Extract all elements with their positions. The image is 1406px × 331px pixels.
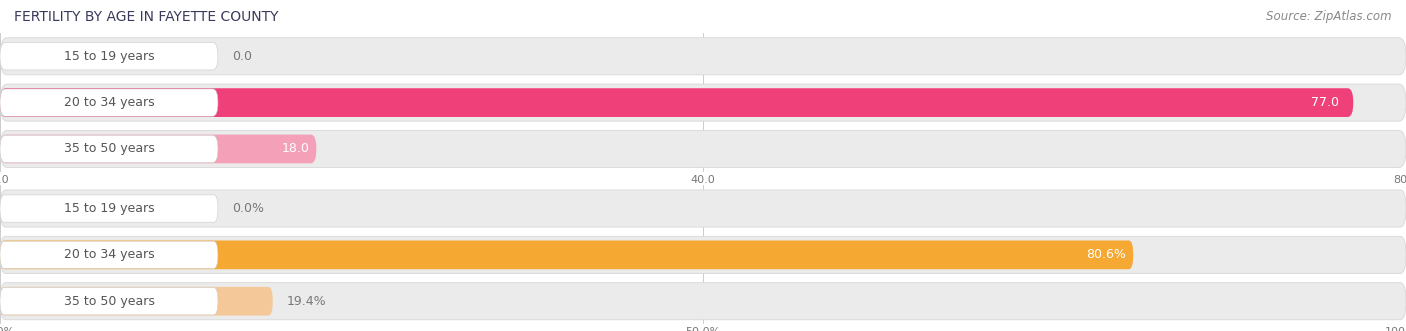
Text: 19.4%: 19.4% [287, 295, 326, 308]
FancyBboxPatch shape [0, 89, 218, 116]
FancyBboxPatch shape [0, 135, 316, 163]
Text: Source: ZipAtlas.com: Source: ZipAtlas.com [1267, 10, 1392, 23]
FancyBboxPatch shape [0, 287, 273, 315]
FancyBboxPatch shape [0, 43, 218, 70]
Text: 20 to 34 years: 20 to 34 years [63, 96, 155, 109]
Text: 35 to 50 years: 35 to 50 years [63, 142, 155, 156]
Text: FERTILITY BY AGE IN FAYETTE COUNTY: FERTILITY BY AGE IN FAYETTE COUNTY [14, 10, 278, 24]
Text: 35 to 50 years: 35 to 50 years [63, 295, 155, 308]
FancyBboxPatch shape [0, 135, 218, 163]
FancyBboxPatch shape [0, 288, 218, 315]
Text: 0.0%: 0.0% [232, 202, 264, 215]
Text: 20 to 34 years: 20 to 34 years [63, 248, 155, 261]
FancyBboxPatch shape [0, 241, 218, 268]
FancyBboxPatch shape [0, 84, 1406, 121]
Text: 77.0: 77.0 [1312, 96, 1339, 109]
Text: 18.0: 18.0 [281, 142, 309, 156]
Text: 0.0: 0.0 [232, 50, 252, 63]
FancyBboxPatch shape [0, 241, 1133, 269]
Text: 15 to 19 years: 15 to 19 years [63, 202, 155, 215]
Text: 80.6%: 80.6% [1087, 248, 1126, 261]
Text: 15 to 19 years: 15 to 19 years [63, 50, 155, 63]
FancyBboxPatch shape [0, 130, 1406, 167]
FancyBboxPatch shape [0, 190, 1406, 227]
FancyBboxPatch shape [0, 195, 218, 222]
FancyBboxPatch shape [0, 38, 1406, 75]
FancyBboxPatch shape [0, 236, 1406, 273]
FancyBboxPatch shape [0, 88, 1353, 117]
FancyBboxPatch shape [0, 283, 1406, 320]
